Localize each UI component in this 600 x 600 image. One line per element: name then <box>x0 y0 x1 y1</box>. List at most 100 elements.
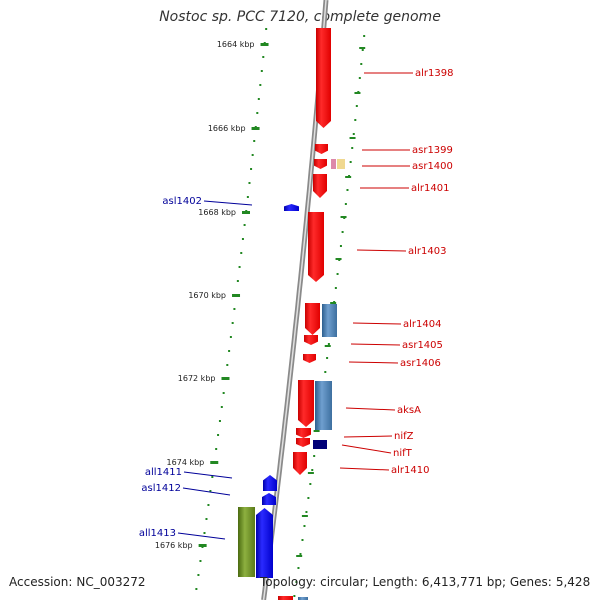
ruler-dash <box>345 176 352 178</box>
ruler-dot <box>231 322 234 324</box>
ruler-dot <box>257 98 260 100</box>
gene-nifZ[interactable] <box>296 428 311 438</box>
feature-asr1400-tan[interactable] <box>337 159 345 169</box>
gene-alr1403[interactable] <box>308 212 324 282</box>
feature-all1413-olive[interactable] <box>238 507 255 577</box>
ruler-dash <box>301 515 308 517</box>
ruler-dot <box>260 70 263 72</box>
ruler-dot <box>236 280 239 282</box>
gene-asl1412[interactable] <box>262 493 276 505</box>
feature-alr1404-blue[interactable] <box>322 304 337 337</box>
gene-all1411[interactable] <box>263 475 277 491</box>
ruler-dot <box>265 28 268 30</box>
ruler-dash <box>349 137 356 139</box>
ruler-dot <box>197 574 200 576</box>
ruler-dot <box>301 539 304 541</box>
gene-asr1400[interactable] <box>314 159 327 169</box>
accession-value: NC_003272 <box>76 575 146 589</box>
gene-alr1398[interactable] <box>316 28 331 128</box>
gene-alr1404-leader <box>352 322 402 325</box>
ruler-dot <box>309 483 312 485</box>
gene-aksA[interactable] <box>298 380 314 427</box>
feature-nifT-navy[interactable] <box>313 440 327 449</box>
gene-all1413-leader <box>177 532 226 540</box>
ruler-dot <box>262 56 265 58</box>
ruler-dash <box>335 258 342 260</box>
ruler-dot <box>259 84 262 86</box>
gene-alr1398-label: alr1398 <box>415 68 453 79</box>
feature-aksA-blue[interactable] <box>315 381 332 430</box>
gene-asr1399[interactable] <box>315 144 328 154</box>
gene-alr1401[interactable] <box>313 174 327 198</box>
gene-nifT[interactable] <box>296 438 310 447</box>
ruler-dash <box>296 555 303 557</box>
gene-nifZ-label: nifZ <box>394 431 414 442</box>
ruler-dot <box>336 273 339 275</box>
gene-nifT-leader <box>341 444 392 454</box>
ruler-dash <box>330 302 337 304</box>
ruler-dot <box>217 434 220 436</box>
gene-all1411-leader <box>183 471 233 479</box>
ruler-dot <box>195 588 198 590</box>
ruler-dot <box>355 105 358 107</box>
ruler-tick-label: 1670 kbp <box>188 291 226 300</box>
ruler-dot <box>349 161 352 163</box>
ruler-dot <box>240 252 243 254</box>
ruler-dot <box>199 560 202 562</box>
ruler-tick-label: 1668 kbp <box>198 208 236 217</box>
ruler-major-tick <box>251 127 260 130</box>
ruler-dot <box>360 63 363 65</box>
gene-asl1402-leader <box>203 200 253 206</box>
ruler-dot <box>358 77 361 79</box>
ruler-major-tick <box>221 377 230 380</box>
ruler-dot <box>334 287 337 289</box>
gene-nifT-label: nifT <box>393 448 413 459</box>
ruler-tick-label: 1664 kbp <box>217 40 255 49</box>
ruler-dot <box>297 567 300 569</box>
ruler-major-tick <box>198 544 207 547</box>
ruler-dot <box>207 504 210 506</box>
ruler-dot <box>339 245 342 247</box>
ruler-dash <box>307 472 314 474</box>
gene-all1413[interactable] <box>256 508 273 578</box>
feature-partial-bottom[interactable] <box>298 597 308 600</box>
ruler-dot <box>341 231 344 233</box>
gene-asl1402[interactable] <box>284 204 299 211</box>
ruler-dot <box>256 112 259 114</box>
ruler-dot <box>246 196 249 198</box>
gene-aksA-leader <box>345 407 396 411</box>
ruler-dot <box>220 406 223 408</box>
ruler-major-tick <box>260 43 269 46</box>
ruler-dot <box>226 364 229 366</box>
ruler-dot <box>218 420 221 422</box>
ruler-dot <box>229 336 232 338</box>
ruler-dash <box>313 430 320 432</box>
gene-alr1404[interactable] <box>305 303 320 335</box>
gene-asr1406[interactable] <box>303 354 316 363</box>
ruler-dash <box>359 47 366 49</box>
gene-asr1400-label: asr1400 <box>412 161 453 172</box>
map-title: Nostoc sp. PCC 7120, complete genome <box>159 9 441 25</box>
ruler-dot <box>241 238 244 240</box>
ruler-dot <box>305 511 308 513</box>
accession-label: Accession: <box>9 575 73 589</box>
gene-alr1410[interactable] <box>293 452 307 475</box>
feature-asr1400-pink[interactable] <box>331 159 336 169</box>
gene-partial-bottom[interactable] <box>278 596 293 600</box>
ruler-dot <box>307 497 310 499</box>
genes-value: 5,428 <box>555 575 591 589</box>
ruler-dot <box>299 553 302 555</box>
ruler-dot <box>361 49 364 51</box>
ruler-dot <box>215 448 218 450</box>
ruler-dash <box>324 345 331 347</box>
topology-label: Topology: <box>260 575 317 589</box>
genes-label: Genes: <box>509 575 552 589</box>
gene-asr1405[interactable] <box>304 335 318 345</box>
ruler-dot <box>209 490 212 492</box>
ruler-dot <box>243 224 246 226</box>
ruler-dot <box>324 371 327 373</box>
gene-alr1410-leader <box>339 467 390 471</box>
ruler-dot <box>295 581 298 583</box>
